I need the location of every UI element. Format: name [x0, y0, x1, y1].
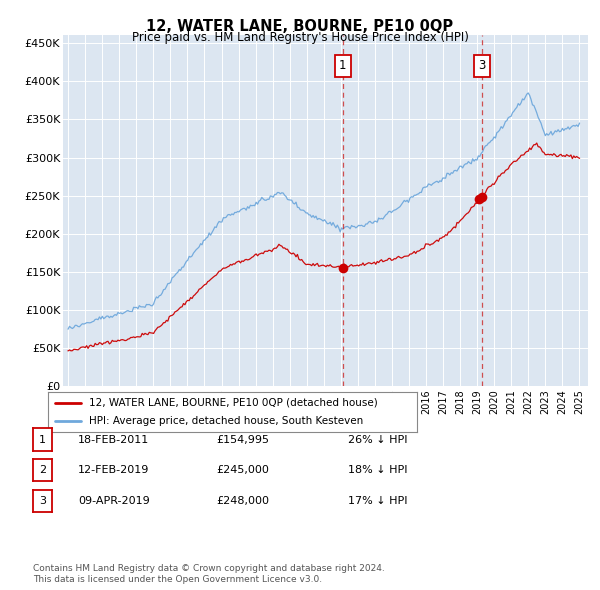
Text: Price paid vs. HM Land Registry's House Price Index (HPI): Price paid vs. HM Land Registry's House … [131, 31, 469, 44]
Text: 18-FEB-2011: 18-FEB-2011 [78, 435, 149, 444]
Text: £248,000: £248,000 [216, 496, 269, 506]
Text: HPI: Average price, detached house, South Kesteven: HPI: Average price, detached house, Sout… [89, 416, 363, 426]
Text: 12, WATER LANE, BOURNE, PE10 0QP: 12, WATER LANE, BOURNE, PE10 0QP [146, 19, 454, 34]
Text: £245,000: £245,000 [216, 466, 269, 475]
Text: 3: 3 [478, 60, 485, 73]
Text: Contains HM Land Registry data © Crown copyright and database right 2024.: Contains HM Land Registry data © Crown c… [33, 565, 385, 573]
Text: 26% ↓ HPI: 26% ↓ HPI [348, 435, 407, 444]
Text: 3: 3 [39, 496, 46, 506]
Text: 09-APR-2019: 09-APR-2019 [78, 496, 150, 506]
Text: 12, WATER LANE, BOURNE, PE10 0QP (detached house): 12, WATER LANE, BOURNE, PE10 0QP (detach… [89, 398, 377, 408]
Text: 12-FEB-2019: 12-FEB-2019 [78, 466, 149, 475]
Text: 1: 1 [339, 60, 347, 73]
Text: 2: 2 [39, 466, 46, 475]
Text: 17% ↓ HPI: 17% ↓ HPI [348, 496, 407, 506]
Text: 1: 1 [39, 435, 46, 444]
Text: £154,995: £154,995 [216, 435, 269, 444]
Text: This data is licensed under the Open Government Licence v3.0.: This data is licensed under the Open Gov… [33, 575, 322, 584]
Text: 18% ↓ HPI: 18% ↓ HPI [348, 466, 407, 475]
